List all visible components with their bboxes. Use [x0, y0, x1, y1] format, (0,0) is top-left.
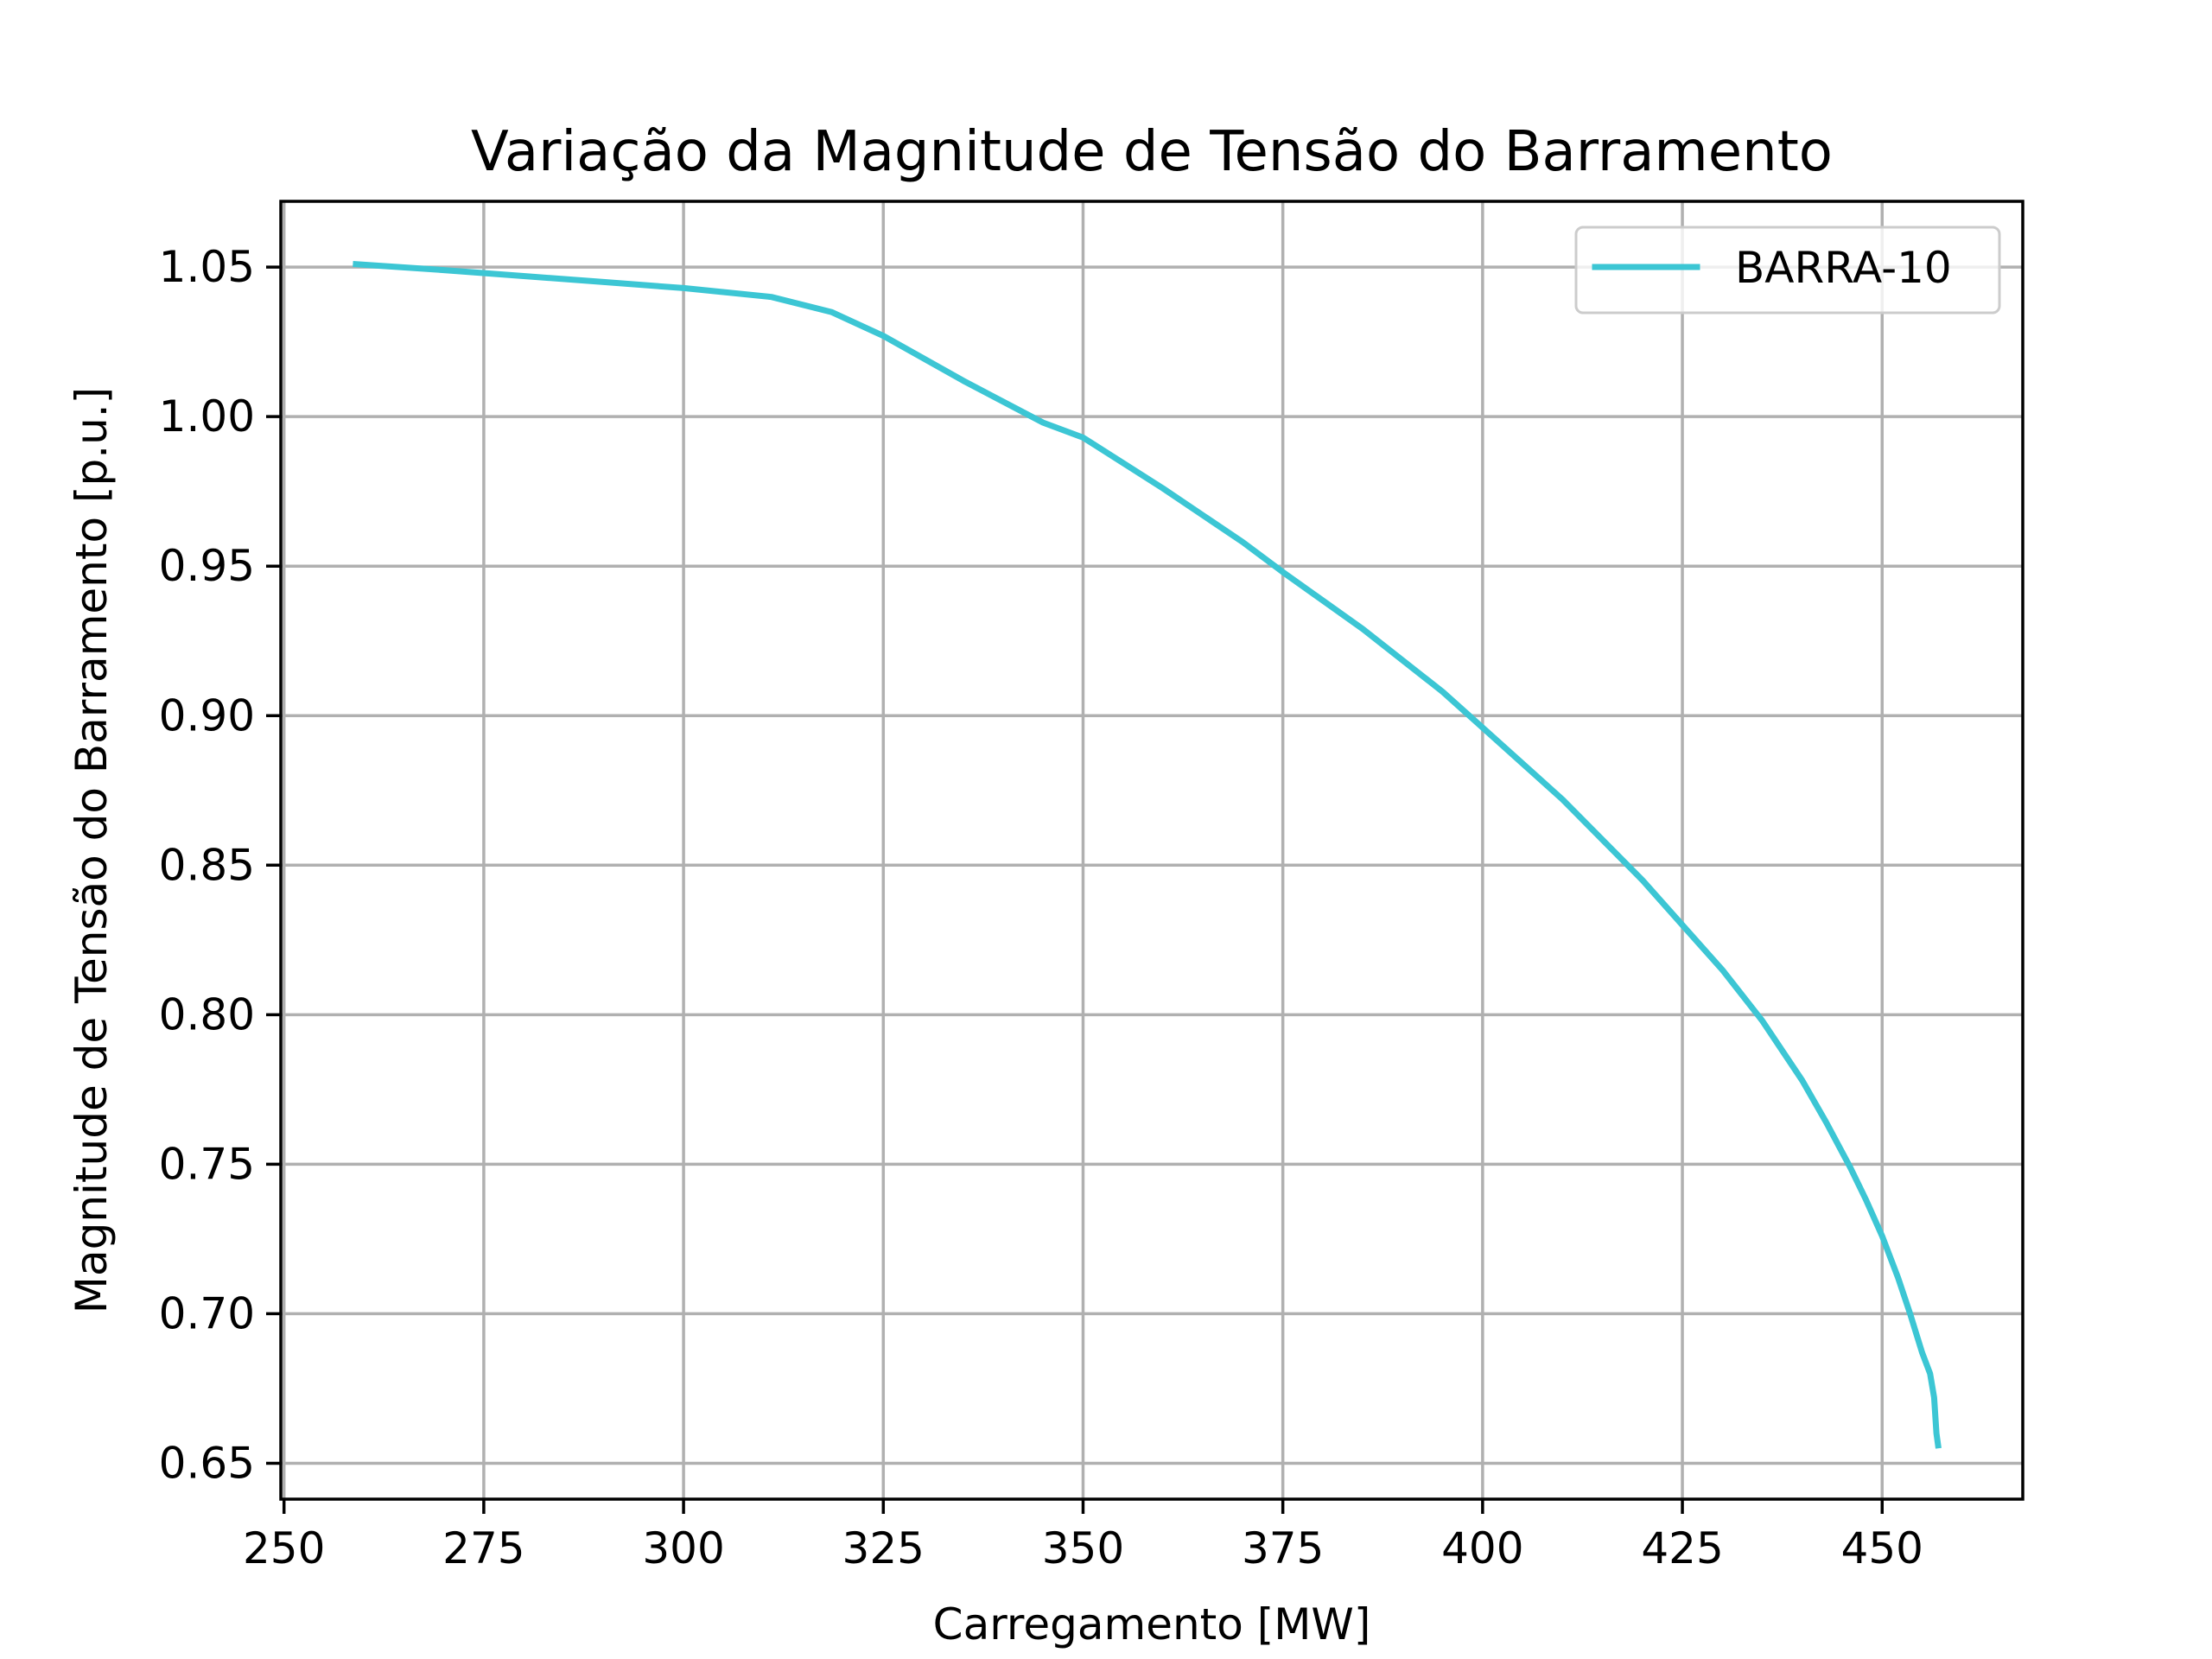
x-tick-label: 375	[1242, 1523, 1324, 1573]
legend-box	[1574, 226, 2001, 315]
x-tick-label: 250	[243, 1523, 325, 1573]
series-line-barra-10	[353, 260, 1942, 1449]
y-tick-label: 0.95	[159, 541, 255, 591]
y-axis-label: Magnitude de Tensão do Barramento [p.u.]	[67, 387, 117, 1313]
axes-frame	[279, 200, 2024, 1501]
series-layer	[353, 260, 1942, 1449]
y-tick-label: 0.75	[159, 1139, 255, 1189]
y-tick-label: 1.05	[159, 242, 255, 292]
y-tick-label: 1.00	[159, 391, 255, 442]
y-tick-label: 0.85	[159, 840, 255, 890]
y-tick-label: 0.65	[159, 1438, 255, 1488]
x-tick-label: 275	[442, 1523, 524, 1573]
x-tick-label: 350	[1042, 1523, 1124, 1573]
y-gridlines	[281, 265, 2023, 1465]
x-tick-label: 450	[1841, 1523, 1923, 1573]
x-tick-label: 325	[842, 1523, 925, 1573]
x-axis-label: Carregamento [MW]	[933, 1599, 1371, 1649]
y-tick-label: 0.90	[159, 690, 255, 741]
x-tick-label: 425	[1641, 1523, 1723, 1573]
y-tick-label: 0.80	[159, 989, 255, 1039]
chart-title: Variação da Magnitude de Tensão do Barra…	[471, 120, 1833, 184]
x-tick-label: 400	[1441, 1523, 1523, 1573]
legend: BARRA-10	[1574, 226, 2001, 315]
x-ticks: 250 275 300 325 350 375 400 425 450	[243, 1499, 1923, 1573]
x-tick-label: 300	[642, 1523, 724, 1573]
y-tick-label: 0.70	[159, 1288, 255, 1338]
legend-label-barra-10: BARRA-10	[1735, 243, 1952, 293]
y-ticks: 0.65 0.70 0.75 0.80 0.85 0.90 0.95 1.00 1.05	[159, 242, 281, 1488]
